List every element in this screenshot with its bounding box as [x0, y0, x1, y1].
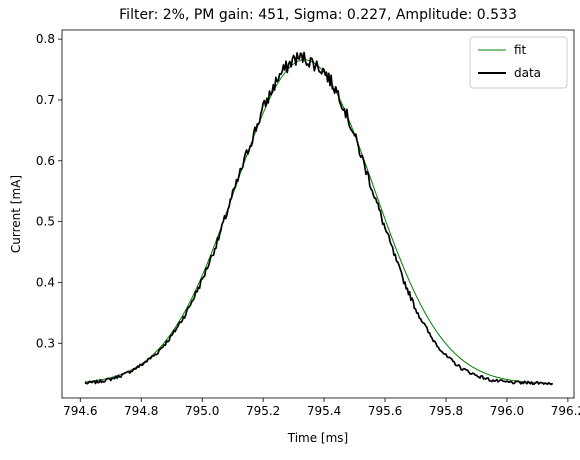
x-axis-ticks: 794.6 794.8 795.0 795.2 795.4 795.6 795.8 796.0…: [63, 398, 580, 418]
x-tick-label: 795.2: [246, 404, 280, 418]
x-axis-label: Time [ms]: [287, 431, 349, 445]
x-tick-label: 796.2: [551, 404, 580, 418]
series-layer: [84, 51, 554, 386]
x-tick-label: 794.8: [124, 404, 158, 418]
legend-label-data: data: [514, 66, 541, 80]
x-tick-label: 796.0: [490, 404, 524, 418]
series-data-line: [84, 51, 554, 386]
y-tick-label: 0.4: [36, 275, 55, 289]
y-tick-label: 0.5: [36, 215, 55, 229]
plot-frame: [61, 29, 575, 399]
legend-label-fit: fit: [514, 43, 527, 57]
y-axis-label: Current [mA]: [9, 175, 23, 253]
legend: fit data: [469, 36, 568, 89]
x-tick-label: 794.6: [63, 404, 97, 418]
y-tick-label: 0.8: [36, 32, 55, 46]
series-fit-line: [84, 59, 553, 384]
x-tick-label: 795.0: [185, 404, 219, 418]
y-axis-ticks: 0.3 0.4 0.5 0.6 0.7 0.8: [36, 32, 62, 350]
x-tick-label: 795.8: [429, 404, 463, 418]
x-tick-label: 795.6: [368, 404, 402, 418]
x-tick-label: 795.4: [307, 404, 341, 418]
y-tick-label: 0.6: [36, 154, 55, 168]
y-tick-label: 0.7: [36, 93, 55, 107]
chart-title: Filter: 2%, PM gain: 451, Sigma: 0.227, …: [119, 7, 517, 23]
y-tick-label: 0.3: [36, 336, 55, 350]
